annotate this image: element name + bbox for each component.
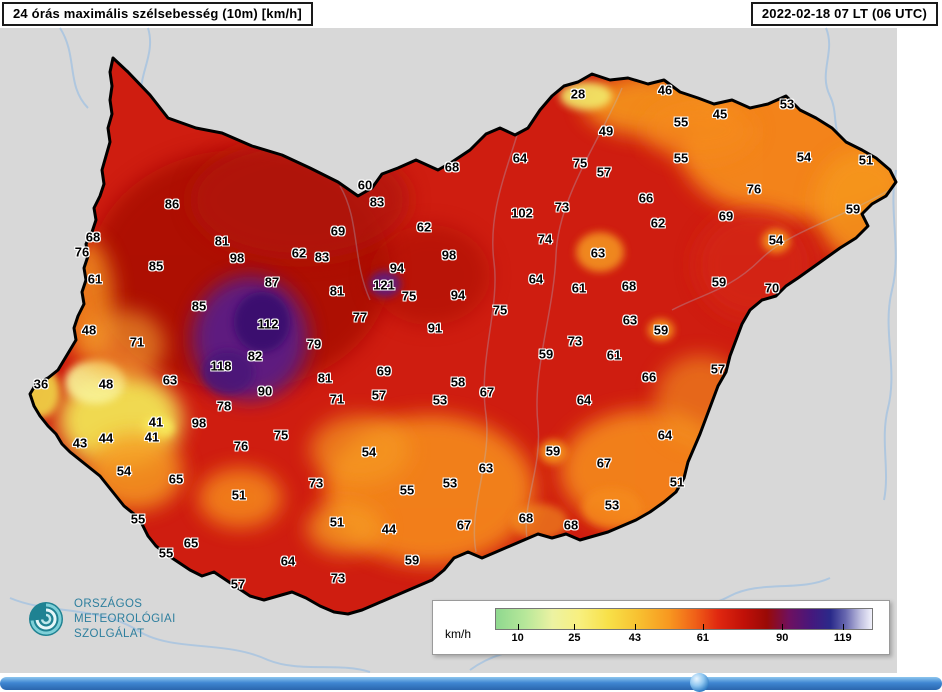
legend-tick-mark: [517, 624, 519, 630]
logo-line-3: SZOLGÁLAT: [74, 627, 145, 640]
map-timestamp: 2022-02-18 07 LT (06 UTC): [750, 2, 938, 26]
logo-line-2: METEOROLÓGIAI: [74, 612, 176, 625]
legend-unit-label: km/h: [445, 627, 472, 641]
legend-tick-mark: [702, 624, 704, 630]
color-scale-legend: km/h 10 25 43 61 90 119: [432, 600, 890, 655]
legend-gradient-bar: [495, 608, 873, 630]
omsz-logo-text: ORSZÁGOS METEOROLÓGIAI SZOLGÁLAT: [74, 597, 176, 642]
legend-tick-label: 119: [833, 632, 852, 644]
omsz-spiral-icon: [29, 602, 63, 637]
map-title: 24 órás maximális szélsebesség (10m) [km…: [2, 2, 313, 26]
globe-orb-icon: [690, 673, 709, 692]
legend-tick-mark: [842, 624, 844, 630]
legend-tick-label: 25: [568, 632, 581, 644]
legend-ticks: 10 25 43 61 90 119: [495, 601, 873, 654]
legend-tick-mark: [782, 624, 784, 630]
legend-tick-label: 10: [511, 632, 524, 644]
legend-tick-mark: [574, 624, 576, 630]
legend-tick-label: 90: [776, 632, 789, 644]
logo-line-1: ORSZÁGOS: [74, 598, 143, 610]
legend-bar-wrap: 10 25 43 61 90 119: [495, 601, 873, 654]
bottom-scrollbar[interactable]: [0, 673, 942, 692]
omsz-logo: ORSZÁGOS METEOROLÓGIAI SZOLGÁLAT: [26, 597, 176, 642]
legend-tick-label: 43: [628, 632, 641, 644]
legend-tick-mark: [634, 624, 636, 630]
legend-tick-label: 61: [696, 632, 710, 644]
